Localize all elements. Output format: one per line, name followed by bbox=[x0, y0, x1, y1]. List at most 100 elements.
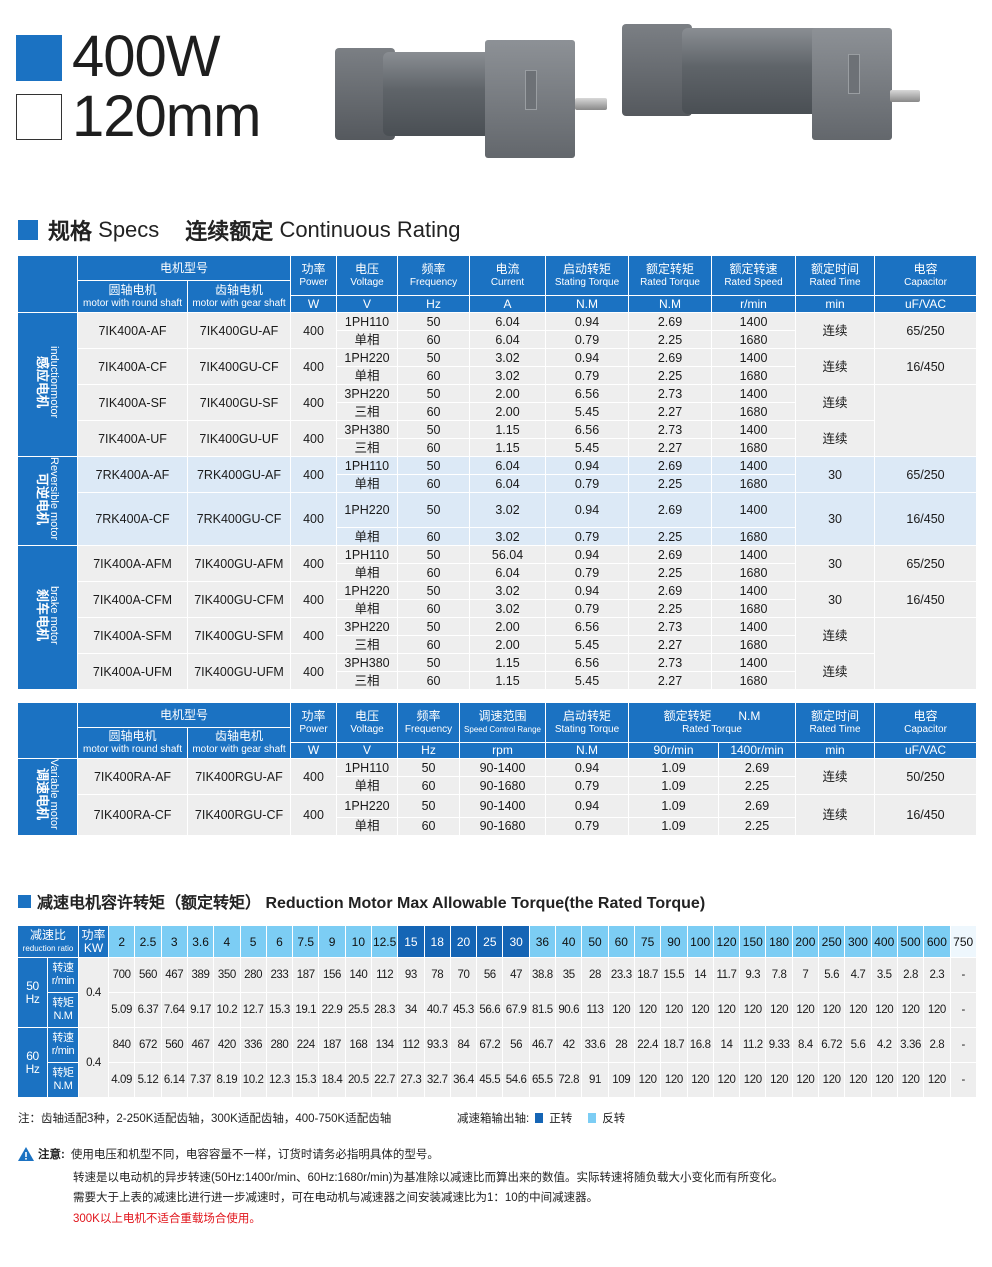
torque-value: 22.9 bbox=[318, 992, 346, 1028]
t1400: 2.25 bbox=[718, 776, 797, 795]
torque-value: 9.17 bbox=[186, 992, 215, 1028]
unit-header: N.M bbox=[628, 295, 713, 313]
speed: 1400 bbox=[711, 617, 797, 637]
torque-value: 120 bbox=[633, 1062, 662, 1098]
voltage: 单相 bbox=[336, 563, 399, 583]
speed-value: 3.36 bbox=[896, 1027, 925, 1063]
table-row: inductionmotor 感应电机 7IK400A-AF 7IK400GU-AF 4… bbox=[17, 312, 978, 457]
torque-value: 81.5 bbox=[528, 992, 557, 1028]
freq: 50 bbox=[397, 794, 461, 818]
gear-shaft-header: 齿轴电机 motor with gear shaft bbox=[186, 280, 292, 313]
warning-icon bbox=[18, 1147, 34, 1161]
forward-swatch bbox=[535, 1113, 544, 1123]
capacitor: 16/450 bbox=[874, 581, 978, 619]
group-label: Variable motor 调速电机 bbox=[17, 758, 78, 836]
voltage: 1PH220 bbox=[336, 581, 399, 601]
ratio-header-cell: 90 bbox=[660, 925, 688, 958]
group-label-cn: 感应电机 bbox=[35, 355, 50, 408]
caution-label: 注意: bbox=[38, 1149, 65, 1161]
speed-value: 93.3 bbox=[423, 1027, 451, 1063]
speed-value: 336 bbox=[239, 1027, 267, 1063]
frame-swatch bbox=[16, 94, 62, 140]
spec-table: 电机型号 功率 Power 电压 Voltage 频率 Frequency 电流 Current… bbox=[17, 255, 978, 691]
speed-value: 420 bbox=[213, 1027, 241, 1063]
speed: 1400 bbox=[711, 456, 797, 475]
gear-shaft-model: 7IK400GU-UFM bbox=[186, 653, 292, 691]
torque-value: 120 bbox=[739, 1062, 767, 1098]
voltage: 三相 bbox=[336, 402, 399, 421]
col-header: 频率 Frequency bbox=[397, 255, 471, 296]
section-marker bbox=[18, 220, 38, 240]
ratio-header-cell: 7.5 bbox=[292, 925, 320, 958]
ratio-header-cell: 36 bbox=[528, 925, 557, 958]
torque-value: 109 bbox=[607, 1062, 635, 1098]
gear-shaft-model: 7RK400GU-AF bbox=[186, 456, 292, 493]
freq: 50 bbox=[397, 491, 471, 529]
voltage: 3PH220 bbox=[336, 617, 399, 637]
torque-value: 120 bbox=[712, 992, 741, 1028]
freq: 50 bbox=[397, 420, 471, 439]
current: 2.00 bbox=[469, 384, 547, 403]
group-label-en: brake motor bbox=[48, 585, 60, 645]
rated: 2.27 bbox=[628, 635, 713, 655]
start: 5.45 bbox=[545, 438, 630, 457]
t1400: 2.69 bbox=[718, 794, 797, 818]
freq: 60 bbox=[397, 527, 471, 547]
current: 3.02 bbox=[469, 599, 547, 619]
freq: 50 bbox=[397, 348, 471, 367]
note-line-1: 使用电压和机型不同，电容容量不一样，订货时请务必指明具体的型号。 bbox=[70, 1149, 439, 1161]
variable-motor-table: 电机型号 功率 Power 电压 Voltage 频率 Frequency 调速范围 S… bbox=[17, 702, 978, 836]
note-line-3: 需要大于上表的减速比进行进一步减速时，可在电动机与减速器之间安装减速比为1：10… bbox=[73, 1192, 599, 1204]
rated: 2.27 bbox=[628, 438, 713, 457]
rated: 2.69 bbox=[628, 348, 713, 367]
gear-shaft-model: 7IK400GU-AF bbox=[186, 312, 292, 349]
legend-reverse: 反转 bbox=[602, 1113, 626, 1125]
torque-value: 120 bbox=[923, 992, 951, 1028]
col-header-en: Rated Time bbox=[809, 276, 861, 288]
gear-shaft-model: 7IK400GU-AFM bbox=[186, 545, 292, 583]
speed-value: 15.5 bbox=[660, 957, 688, 993]
power: 400 bbox=[290, 312, 338, 349]
speed-value: 38.8 bbox=[528, 957, 557, 993]
table-row: Reversible motor 可逆电机 7RK400A-AF 7RK400GU-A… bbox=[17, 455, 978, 547]
rated-time: 30 bbox=[795, 456, 876, 493]
table-row: 单相 60 90-1680 0.79 1.09 2.25 bbox=[18, 776, 977, 795]
current: 1.15 bbox=[469, 420, 547, 439]
ratio-header-cell: 50 bbox=[581, 925, 609, 958]
speed: 1680 bbox=[711, 402, 797, 421]
voltage: 1PH220 bbox=[336, 348, 399, 367]
col-header: 额定时间 Rated Time bbox=[795, 255, 876, 296]
speed: 1400 bbox=[711, 420, 797, 439]
voltage: 单相 bbox=[336, 527, 399, 547]
ratio-header-cell: 6 bbox=[265, 925, 294, 958]
speed-value: 16.8 bbox=[686, 1027, 714, 1063]
capacitor: 50/250 bbox=[874, 758, 978, 795]
speed-value: 84 bbox=[449, 1027, 478, 1063]
freq: 50 bbox=[397, 384, 471, 403]
torque-value: 32.7 bbox=[423, 1062, 451, 1098]
gear-shaft-model: 7IK400GU-UF bbox=[186, 420, 292, 457]
torque-value: 72.8 bbox=[555, 1062, 583, 1098]
torque-value: 36.4 bbox=[449, 1062, 478, 1098]
speed-value: 23.3 bbox=[607, 957, 635, 993]
round-shaft-model: 7IK400A-UFM bbox=[77, 653, 188, 691]
col-header-en: Rated Torque bbox=[640, 276, 700, 288]
speed-value: 14 bbox=[712, 1027, 741, 1063]
freq: 60 bbox=[397, 776, 461, 795]
motor-image-1 bbox=[335, 30, 615, 170]
ratio-header-cell: 3 bbox=[160, 925, 188, 958]
unit-nm: N.M bbox=[545, 742, 630, 759]
speed-value: 560 bbox=[160, 1027, 188, 1063]
table-row: 7IK400A-UF 7IK400GU-UF 400 3PH380 50 1.15 6.56… bbox=[18, 420, 977, 457]
ratio-header-cell: 3.6 bbox=[186, 925, 215, 958]
legend-forward: 正转 bbox=[549, 1113, 573, 1125]
table-row: 单相 60 3.02 0.79 2.25 1680 bbox=[18, 366, 977, 385]
speed-value: 46.7 bbox=[528, 1027, 557, 1063]
speed-value: 350 bbox=[213, 957, 241, 993]
current: 6.04 bbox=[469, 563, 547, 583]
unit-hz: Hz bbox=[397, 742, 461, 759]
ratio-header-cell: 300 bbox=[844, 925, 872, 958]
col-header-en: Voltage bbox=[350, 276, 384, 288]
torque-value: 5.09 bbox=[108, 992, 136, 1028]
range: 90-1680 bbox=[459, 776, 547, 795]
